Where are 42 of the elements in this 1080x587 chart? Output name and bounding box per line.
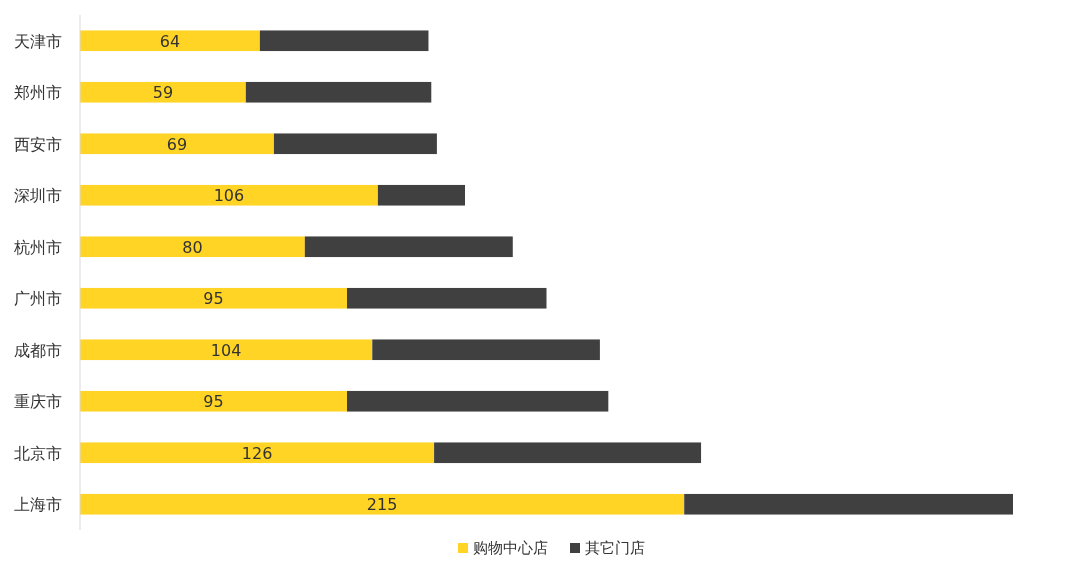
data-label: 64 (159, 31, 181, 51)
bar (80, 81, 246, 103)
legend-label: 购物中心店 (473, 539, 548, 557)
y-tick-label: 深圳市 (14, 186, 62, 206)
y-tick-label: 重庆市 (14, 392, 62, 412)
bar (434, 442, 702, 464)
bar (377, 184, 465, 206)
data-label: 104 (210, 340, 242, 360)
bar (80, 339, 373, 361)
bar (80, 133, 274, 155)
bar (80, 493, 685, 515)
bar (80, 184, 378, 206)
bar (80, 30, 260, 52)
bar (80, 287, 347, 309)
y-tick-label: 西安市 (14, 134, 62, 154)
y-tick-label: 郑州市 (14, 83, 62, 103)
y-tick-label: 北京市 (14, 443, 62, 463)
legend-label: 其它门店 (585, 539, 645, 557)
y-tick-label: 天津市 (14, 31, 62, 51)
data-label: 106 (213, 186, 245, 206)
data-label: 215 (366, 495, 398, 515)
data-label: 95 (203, 289, 224, 309)
bar (245, 81, 432, 103)
bar (259, 30, 429, 52)
data-label: 80 (182, 237, 203, 257)
bar (80, 390, 347, 412)
data-label: 69 (166, 134, 188, 154)
y-tick-label: 上海市 (14, 495, 62, 515)
y-tick-label: 广州市 (14, 289, 62, 309)
bar (372, 339, 600, 361)
bar (273, 133, 437, 155)
data-label: 95 (203, 392, 224, 412)
data-label: 126 (241, 443, 273, 463)
bar (346, 287, 547, 309)
y-tick-label: 杭州市 (13, 237, 62, 257)
data-label: 59 (152, 83, 174, 103)
y-tick-label: 成都市 (14, 340, 62, 360)
bar (80, 442, 435, 464)
bar (80, 236, 305, 258)
bar (684, 493, 1013, 515)
bar (304, 236, 513, 258)
bar (346, 390, 609, 412)
